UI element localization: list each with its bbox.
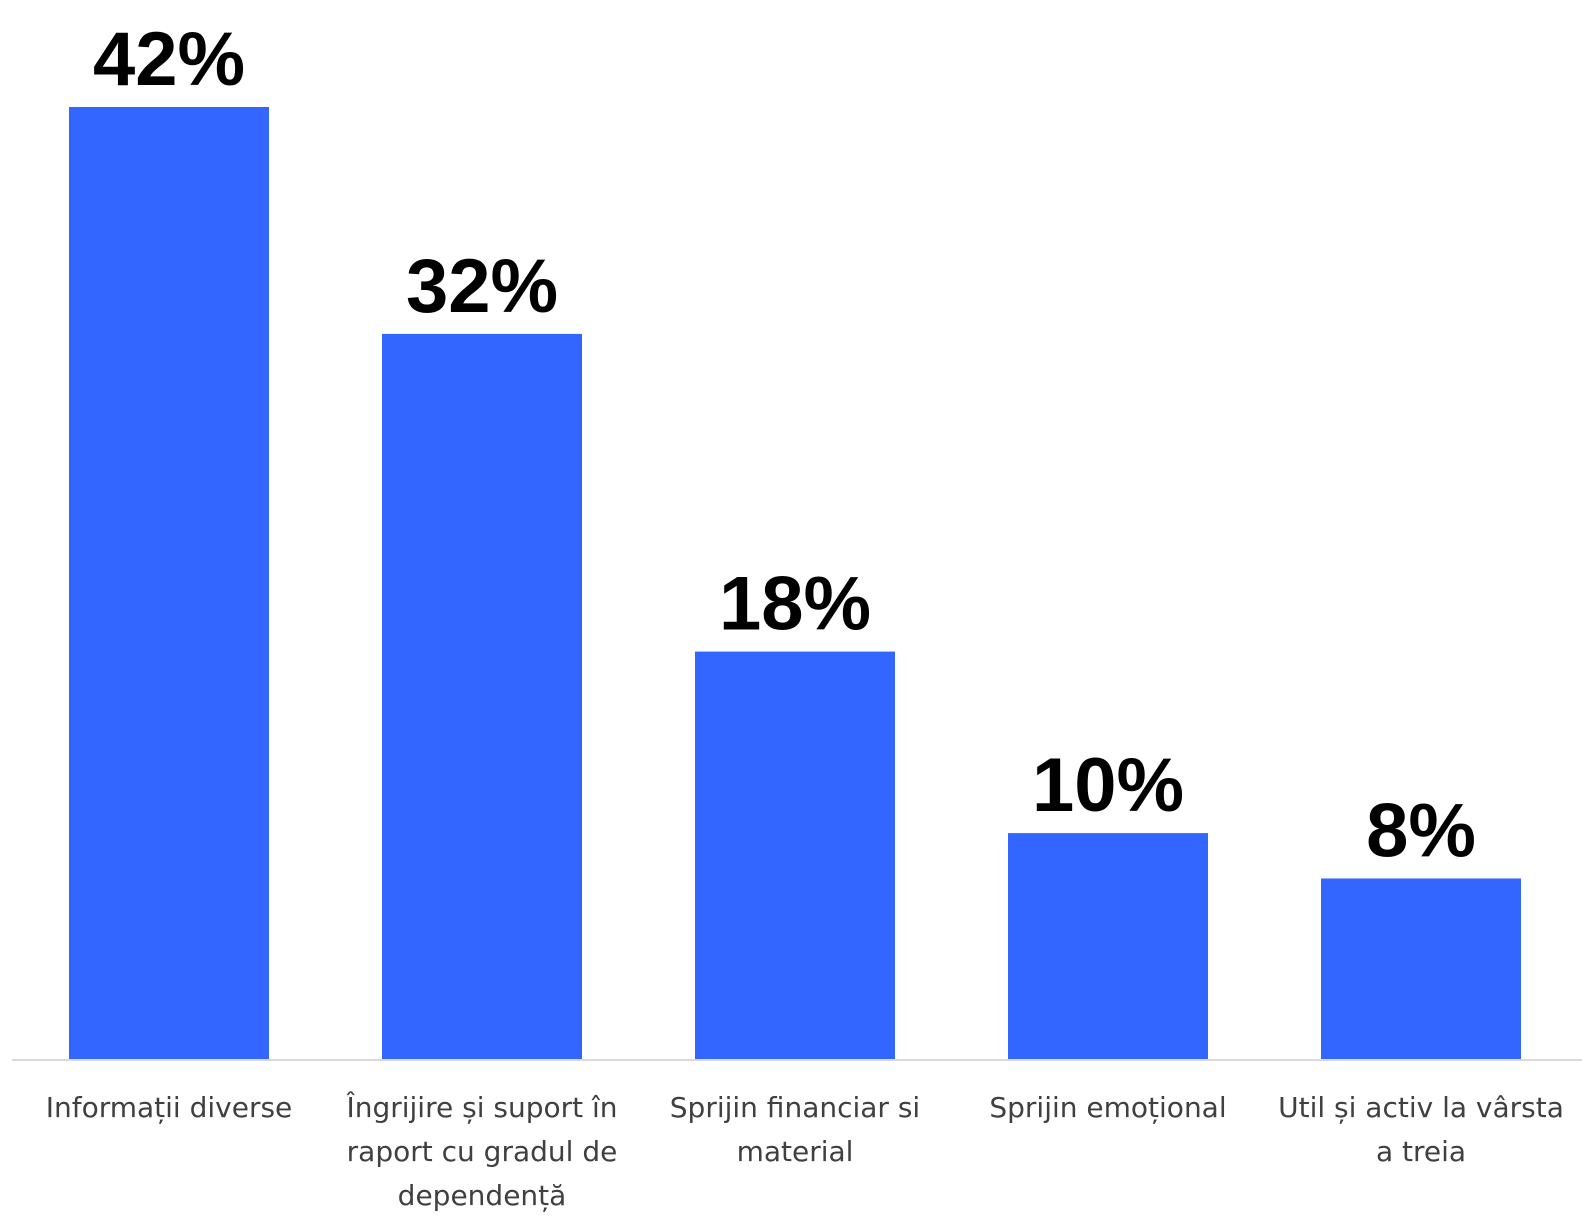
category-labels-group: Informații diverse Îngrijire și suport în… — [46, 1090, 1564, 1212]
bar-4 — [1321, 878, 1521, 1060]
bar-0 — [69, 107, 269, 1060]
value-labels-group: 42% 32% 18% 10% 8% — [93, 17, 1476, 873]
category-label-1: Îngrijire și suport în raport cu gradul d… — [345, 1090, 617, 1212]
category-label-line: Informații diverse — [46, 1091, 293, 1124]
category-label-line: material — [737, 1135, 854, 1168]
bar-3 — [1008, 833, 1208, 1060]
category-label-line: Sprijin emoțional — [989, 1091, 1226, 1124]
category-label-line: raport cu gradul de — [347, 1135, 618, 1168]
category-label-line: Îngrijire și suport în — [345, 1090, 617, 1124]
value-label-1: 32% — [406, 244, 558, 329]
bar-1 — [382, 333, 582, 1060]
category-label-3: Sprijin emoțional — [989, 1091, 1226, 1124]
category-label-line: dependență — [398, 1179, 567, 1212]
bars-group — [69, 107, 1521, 1060]
category-label-line: Sprijin financiar si — [670, 1091, 920, 1124]
category-label-line: Util și activ la vârsta — [1278, 1091, 1564, 1124]
value-label-2: 18% — [719, 562, 871, 647]
bar-2 — [695, 651, 895, 1060]
category-label-0: Informații diverse — [46, 1091, 293, 1124]
category-label-4: Util și activ la vârsta a treia — [1278, 1091, 1564, 1168]
value-label-0: 42% — [93, 17, 245, 102]
value-label-3: 10% — [1032, 743, 1184, 828]
category-label-2: Sprijin financiar si material — [670, 1091, 920, 1168]
category-label-line: a treia — [1376, 1135, 1466, 1168]
value-label-4: 8% — [1366, 788, 1476, 873]
